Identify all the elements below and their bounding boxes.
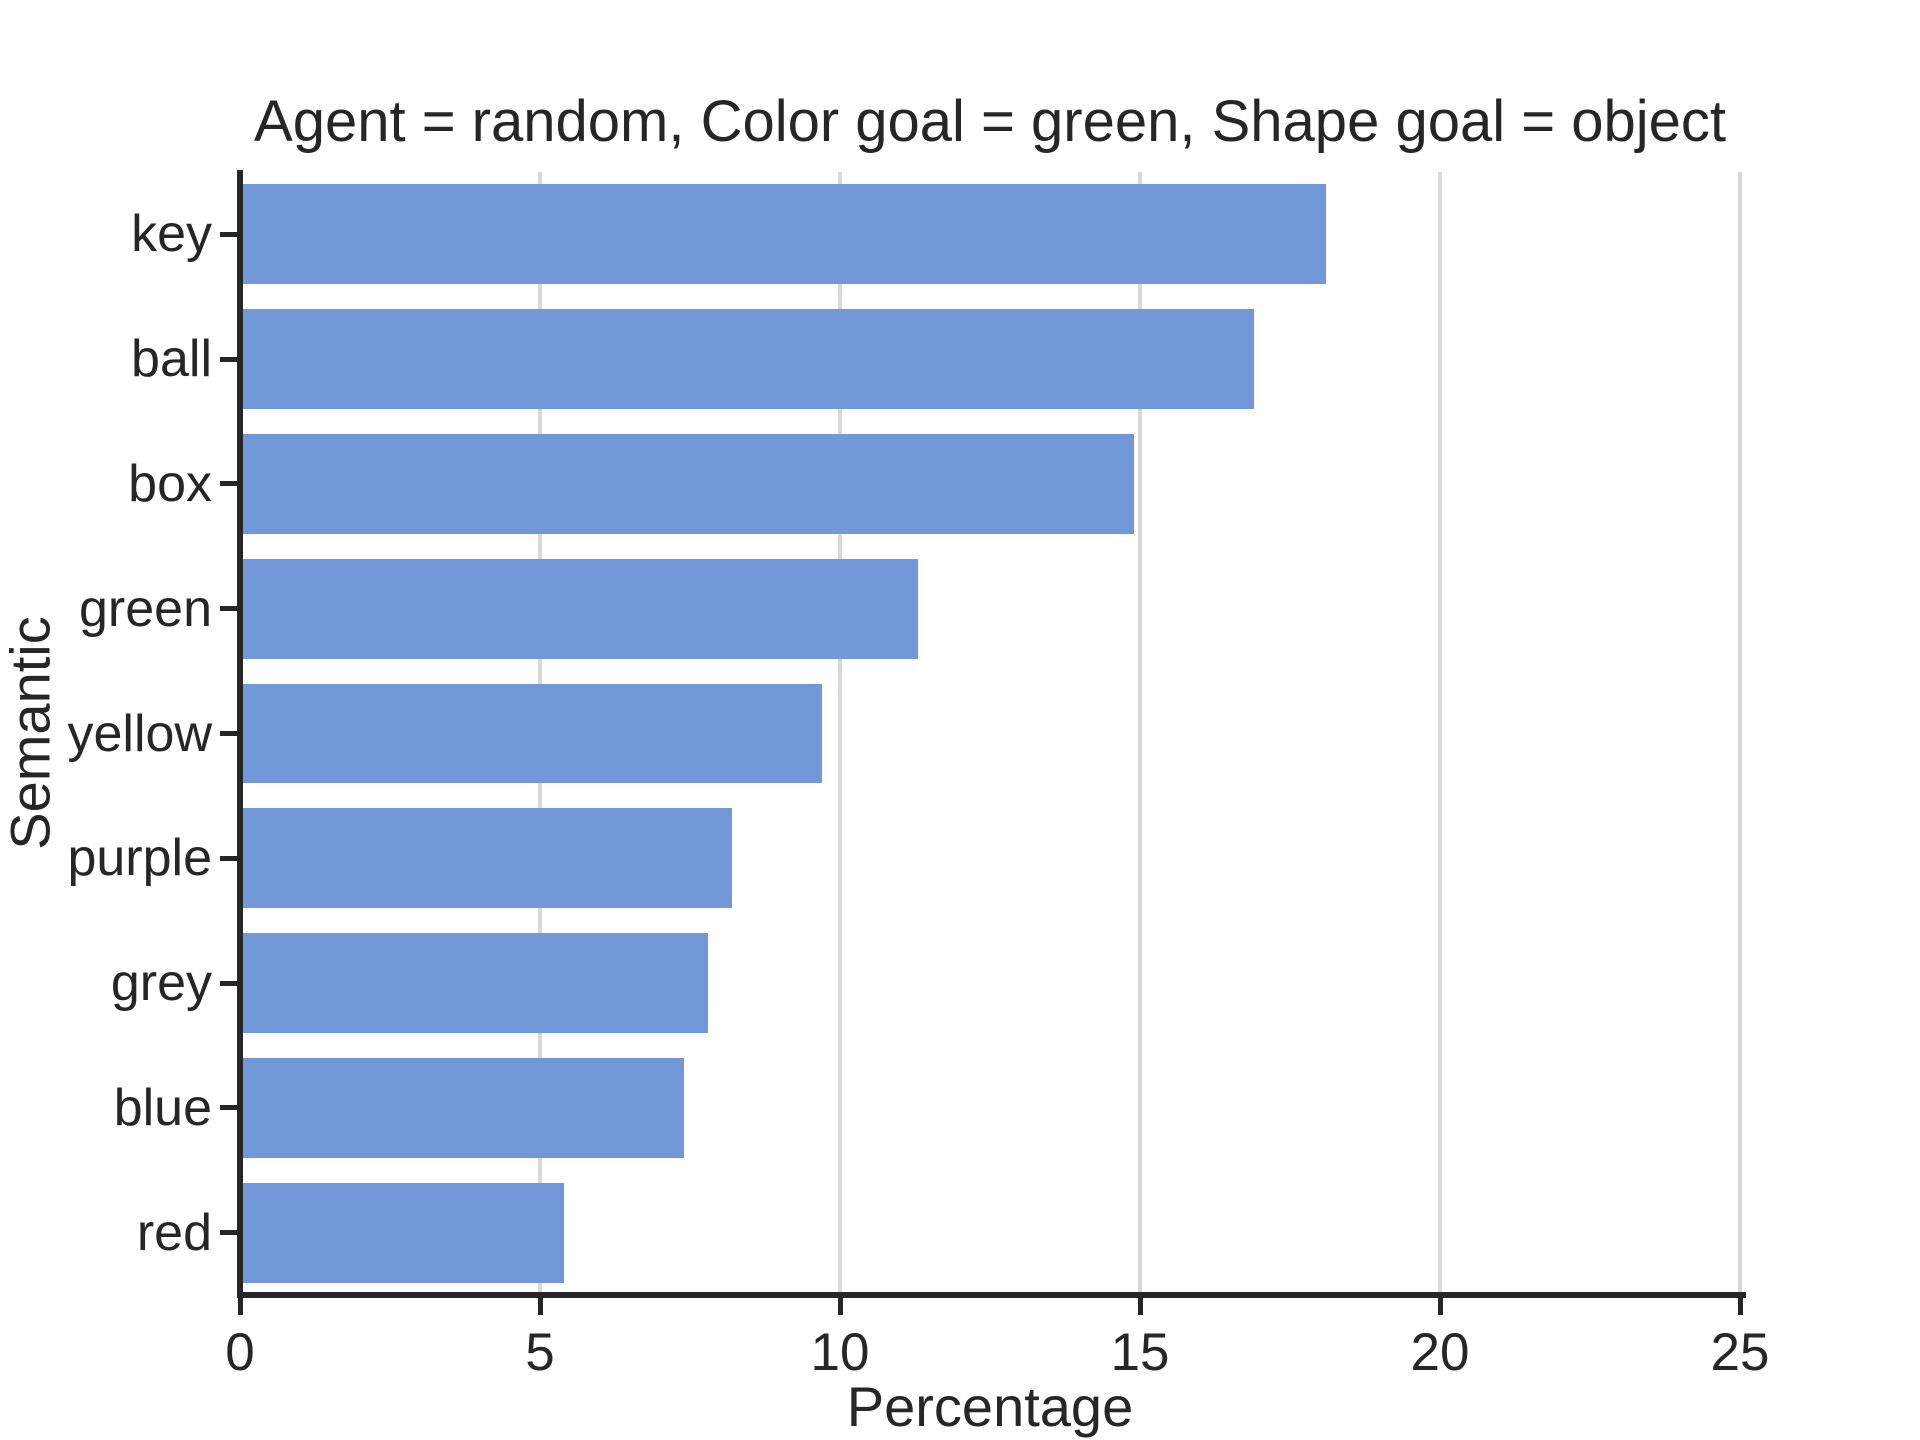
bar-green <box>240 558 918 659</box>
gridline-x-15 <box>1138 172 1142 1295</box>
y-tick-label-purple: purple <box>67 829 212 888</box>
bar-blue <box>240 1057 684 1158</box>
bar-purple <box>240 808 732 909</box>
x-tick-label-25: 25 <box>1710 1323 1770 1382</box>
y-tick-green <box>220 606 237 612</box>
y-axis-spine <box>237 170 243 1298</box>
gridline-x-20 <box>1438 172 1442 1295</box>
bar-box <box>240 434 1134 534</box>
y-tick-label-green: green <box>79 579 212 638</box>
y-tick-box <box>220 481 237 487</box>
bar-ball <box>240 309 1254 410</box>
x-tick-label-5: 5 <box>525 1323 555 1382</box>
y-tick-red <box>220 1230 237 1236</box>
bar-grey <box>240 933 708 1033</box>
plot-area: key ball box green yellow purple grey blue red 0 5… <box>67 170 1769 1382</box>
chart-title: Agent = random, Color goal = green, Shap… <box>254 89 1726 154</box>
x-axis-label: Percentage <box>846 1375 1134 1438</box>
y-tick-label-blue: blue <box>113 1078 212 1137</box>
y-tick-yellow <box>220 731 237 736</box>
y-tick-label-grey: grey <box>110 954 212 1013</box>
y-tick-key <box>220 231 237 237</box>
bar-yellow <box>240 683 822 784</box>
y-tick-label-box: box <box>128 454 212 513</box>
x-tick-label-20: 20 <box>1410 1323 1470 1382</box>
x-tick-10 <box>837 1298 843 1315</box>
bar-red <box>240 1182 564 1283</box>
y-tick-label-red: red <box>136 1203 212 1262</box>
x-tick-0 <box>237 1298 243 1315</box>
x-axis-spine <box>237 1292 1746 1298</box>
y-tick-purple <box>220 855 237 861</box>
y-tick-blue <box>220 1105 237 1111</box>
gridline-x-25 <box>1738 172 1742 1295</box>
y-tick-label-key: key <box>131 205 212 264</box>
gridline-x-10 <box>838 172 842 1295</box>
x-tick-label-10: 10 <box>810 1323 870 1382</box>
x-tick-label-15: 15 <box>1110 1323 1170 1382</box>
y-tick-label-ball: ball <box>131 330 212 389</box>
y-tick-ball <box>220 356 237 362</box>
bar-key <box>240 184 1326 285</box>
x-tick-5 <box>537 1298 543 1315</box>
y-tick-grey <box>220 980 237 986</box>
x-tick-20 <box>1437 1298 1443 1315</box>
x-tick-15 <box>1137 1298 1143 1315</box>
x-tick-label-0: 0 <box>225 1323 255 1382</box>
y-tick-label-yellow: yellow <box>67 704 213 763</box>
x-tick-25 <box>1737 1298 1743 1315</box>
